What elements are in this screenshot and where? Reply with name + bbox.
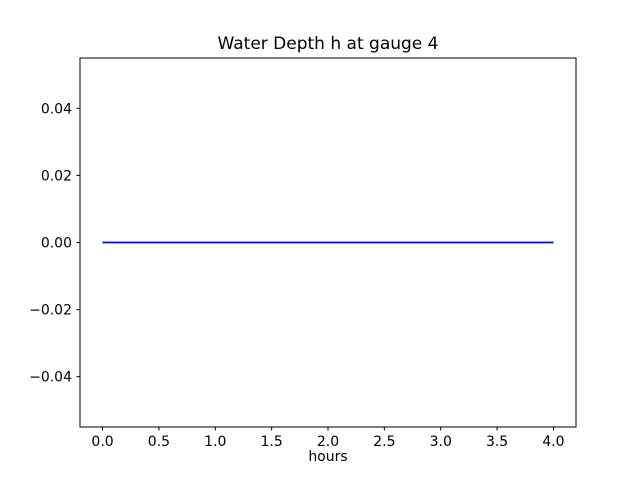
x-tick-label: 3.0: [430, 434, 452, 450]
y-tick-label: 0.00: [41, 236, 72, 252]
x-axis-label: hours: [308, 449, 348, 465]
y-tick-label: 0.04: [41, 101, 72, 117]
x-tick-label: 3.5: [486, 434, 508, 450]
x-tick-label: 1.5: [261, 434, 283, 450]
x-tick-label: 2.5: [373, 434, 395, 450]
chart-title: Water Depth h at gauge 4: [217, 34, 439, 54]
x-tick-label: 1.0: [204, 434, 226, 450]
y-tick-label: 0.02: [41, 168, 72, 184]
x-tick-label: 2.0: [317, 434, 339, 450]
y-tick-label: −0.02: [29, 303, 72, 319]
x-tick-label: 4.0: [542, 434, 564, 450]
x-tick-label: 0.5: [148, 434, 170, 450]
x-tick-label: 0.0: [91, 434, 113, 450]
y-tick-label: −0.04: [29, 370, 72, 386]
